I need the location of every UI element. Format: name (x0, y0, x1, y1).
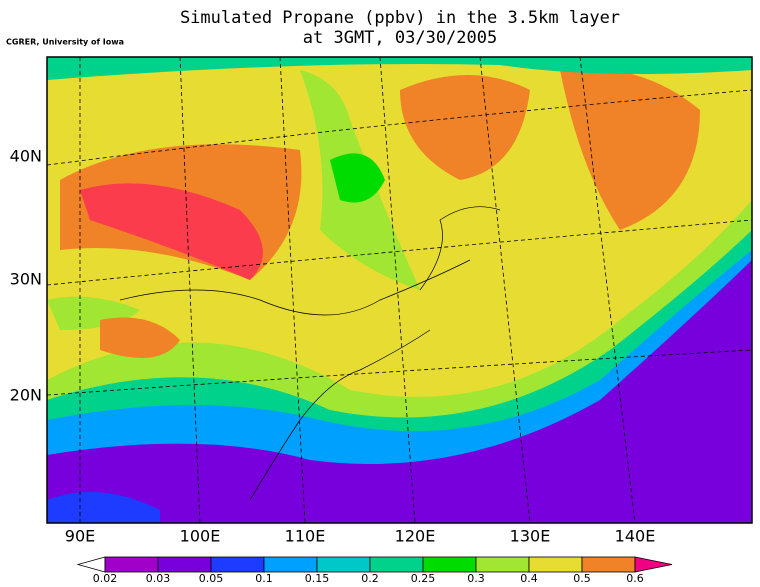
colorbar-swatch (634, 556, 673, 573)
colorbar-label: 0.4 (520, 572, 538, 585)
map-field (47, 57, 752, 523)
colorbar-label: 0.5 (573, 572, 591, 585)
colorbar-label: 0.15 (305, 572, 330, 585)
colorbar-label: 0.1 (255, 572, 273, 585)
credit: CGRER, University of Iowa (6, 38, 124, 47)
colorbar-swatch (369, 556, 424, 573)
colorbar-swatch (581, 556, 636, 573)
colorbar-label: 0.05 (199, 572, 224, 585)
latitude-label: 40N (10, 147, 42, 166)
colorbar-swatch (422, 556, 477, 573)
colorbar-swatch (316, 556, 371, 573)
longitude-label: 90E (65, 527, 95, 546)
longitude-label: 110E (285, 527, 326, 546)
colorbar-label: 0.3 (467, 572, 485, 585)
longitude-label: 130E (510, 527, 551, 546)
colorbar-label: 0.02 (93, 572, 118, 585)
latitude-label: 30N (10, 270, 42, 289)
longitude-label: 140E (615, 527, 656, 546)
longitude-label: 100E (180, 527, 221, 546)
colorbar-swatch (263, 556, 318, 573)
colorbar-swatch (475, 556, 530, 573)
colorbar-swatch (157, 556, 212, 573)
map-frame (46, 56, 753, 524)
colorbar-swatch (104, 556, 159, 573)
latitude-label: 20N (10, 386, 42, 405)
colorbar-label: 0.2 (361, 572, 379, 585)
colorbar-label: 0.03 (146, 572, 171, 585)
colorbar-label: 0.25 (411, 572, 436, 585)
title-line: Simulated Propane (ppbv) in the 3.5km la… (180, 8, 620, 28)
title-line: at 3GMT, 03/30/2005 (303, 28, 497, 48)
colorbar-swatch (528, 556, 583, 573)
colorbar-swatch (210, 556, 265, 573)
colorbar-label: 0.6 (626, 572, 644, 585)
colorbar-swatch (76, 556, 106, 573)
longitude-label: 120E (395, 527, 436, 546)
